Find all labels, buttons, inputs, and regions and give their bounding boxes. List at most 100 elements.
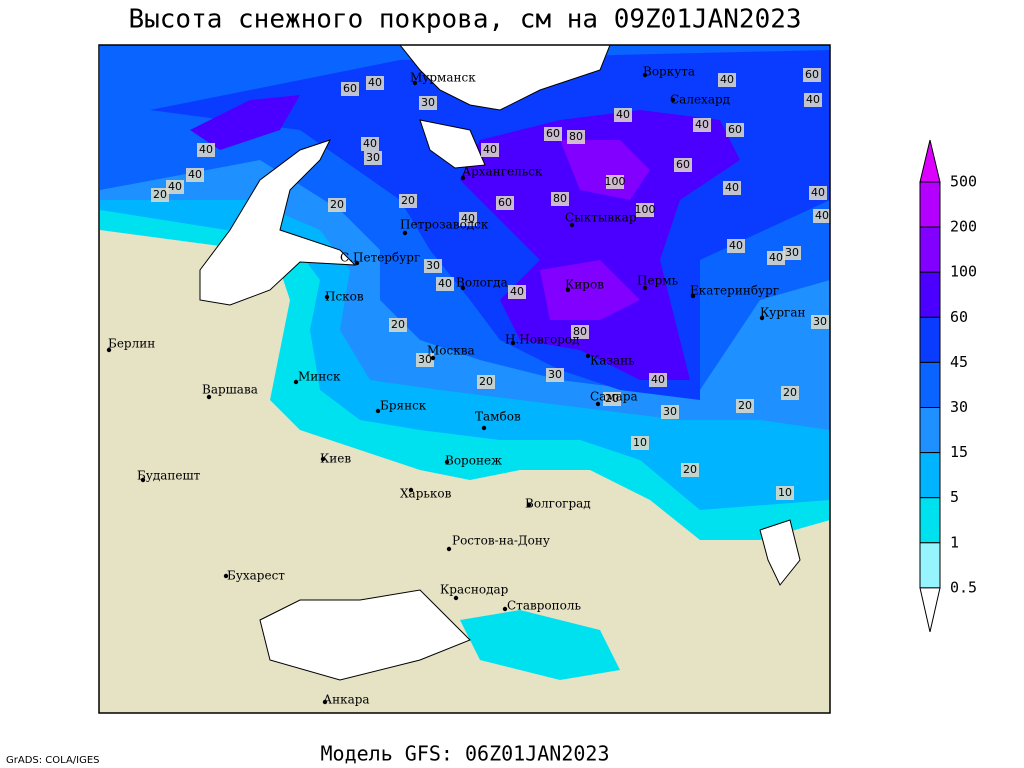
city-label: Пермь	[637, 274, 679, 288]
contour-label: 40	[720, 73, 734, 86]
contour-label-bg	[477, 375, 495, 389]
city-label: Псков	[325, 290, 364, 304]
contour-label: 40	[188, 168, 202, 181]
snow-zone	[460, 610, 620, 680]
colorbar-box	[919, 361, 941, 408]
colorbar-box	[919, 407, 941, 454]
city-dot	[322, 699, 328, 705]
contour-label-bg	[767, 251, 785, 265]
contour-label-bg	[809, 186, 827, 200]
city-dot	[446, 546, 452, 552]
contour-label-bg	[567, 130, 585, 144]
contour-label: 20	[738, 399, 752, 412]
contour-label-bg	[776, 486, 794, 500]
city-label: Сыктывкар	[565, 211, 637, 225]
contour-label: 80	[573, 325, 587, 338]
contour-label: 20	[401, 194, 415, 207]
contour-label-bg	[674, 158, 692, 172]
city-label: Ростов-на-Дону	[452, 534, 550, 548]
contour-label-bg	[813, 209, 830, 223]
city-dot	[526, 502, 532, 508]
contour-label-bg	[436, 277, 454, 291]
city-dot	[690, 293, 696, 299]
contour-label: 40	[510, 285, 524, 298]
model-label: Модель GFS: 06Z01JAN2023	[321, 742, 610, 766]
city-dot	[223, 573, 229, 579]
contour-label-bg	[496, 196, 514, 210]
contour-label-bg	[811, 315, 829, 329]
contour-label: 20	[605, 392, 619, 405]
map-frame	[98, 44, 831, 714]
contour-label-bg	[783, 246, 801, 260]
city-label: Берлин	[108, 337, 155, 351]
city-dot	[502, 606, 508, 612]
contour-label: 100	[605, 175, 626, 188]
city-dot	[453, 595, 459, 601]
colorbar-label: 30	[950, 398, 968, 416]
city-dot	[106, 347, 112, 353]
city-label: Архангельск	[462, 165, 543, 179]
city-dot	[585, 353, 591, 359]
contour-label: 30	[366, 151, 380, 164]
city-label: Будапешт	[137, 469, 201, 483]
contour-label: 80	[553, 192, 567, 205]
contour-label: 60	[805, 68, 819, 81]
city-dot	[569, 222, 575, 228]
contour-label: 30	[813, 315, 827, 328]
city-dot	[293, 379, 299, 385]
contour-label: 20	[783, 386, 797, 399]
contour-label: 30	[785, 246, 799, 259]
contour-label-bg	[197, 143, 215, 157]
contour-label: 60	[343, 82, 357, 95]
colorbar-label: 5	[950, 488, 959, 506]
colorbar-box	[919, 226, 941, 273]
sea	[399, 45, 611, 111]
city-dot	[642, 285, 648, 291]
contour-label-bg	[151, 188, 169, 202]
credit: GrADS: COLA/IGES	[6, 755, 100, 766]
contour-label: 20	[391, 318, 405, 331]
city-dot	[324, 294, 330, 300]
city-label: Воронеж	[445, 454, 502, 468]
contour-label: 10	[633, 436, 647, 449]
contour-label-bg	[636, 203, 654, 217]
colorbar-cap	[919, 139, 941, 183]
contour-label: 40	[769, 251, 783, 264]
contour-label-bg	[366, 76, 384, 90]
snow-zone	[560, 140, 650, 200]
contour-label-bg	[166, 180, 184, 194]
city-label: Самара	[590, 390, 638, 404]
contour-label-bg	[389, 318, 407, 332]
city-dot	[642, 72, 648, 78]
contour-label: 30	[421, 96, 435, 109]
city-dot	[759, 315, 765, 321]
contour-label-bg	[481, 143, 499, 157]
city-dot	[481, 425, 487, 431]
city-label: Киев	[320, 452, 351, 466]
contour-label-bg	[508, 285, 526, 299]
contour-label: 20	[330, 198, 344, 211]
city-label: С.Петербург	[340, 251, 420, 265]
contour-label: 40	[695, 118, 709, 131]
contour-label: 40	[461, 212, 475, 225]
city-label: Ставрополь	[507, 599, 581, 613]
contour-label-bg	[364, 151, 382, 165]
city-label: Минск	[298, 370, 341, 384]
contour-label-bg	[718, 73, 736, 87]
city-label: Волгоград	[525, 497, 591, 511]
contour-label: 100	[635, 203, 656, 216]
contour-label: 40	[725, 181, 739, 194]
contour-label: 60	[676, 158, 690, 171]
city-label: Варшава	[202, 383, 258, 397]
sea	[759, 519, 801, 586]
city-label: Брянск	[380, 399, 427, 413]
contour-label-bg	[693, 118, 711, 132]
contour-label-bg	[571, 325, 589, 339]
city-label: Краснодар	[440, 583, 509, 597]
city-dot	[565, 287, 571, 293]
sea	[259, 589, 471, 681]
city-label: Воркута	[643, 65, 695, 79]
contour-label: 20	[683, 463, 697, 476]
contour-label-bg	[736, 399, 754, 413]
